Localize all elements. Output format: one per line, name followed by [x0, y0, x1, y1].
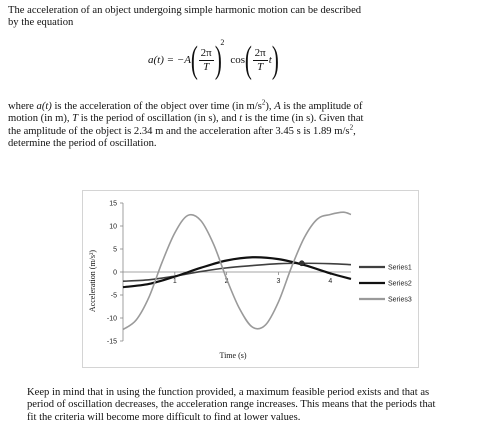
- legend-label-2: Series2: [388, 281, 412, 288]
- where-text: T: [72, 113, 79, 125]
- y-tick-label: 5: [113, 247, 117, 254]
- chart-svg: 15 10 5 0 -5 -10 -15 1 2 3 4 Series1 Series2 Series3…: [88, 201, 412, 361]
- y-tick-label: -15: [107, 339, 117, 346]
- paren-close-1: ): [214, 39, 222, 81]
- y-tick-label: 10: [109, 224, 117, 231]
- x-tick-label: 4: [328, 278, 332, 285]
- where-text: a(t): [36, 101, 52, 112]
- x-tick-label: 3: [277, 278, 281, 285]
- paren-open-2: (: [244, 39, 252, 81]
- x-axis-label: Time (s): [219, 351, 246, 360]
- definitions-paragraph: where a(t) is the acceleration of the ob…: [8, 98, 480, 151]
- superscript: 2: [261, 98, 266, 107]
- fraction-2: 2π T: [252, 46, 268, 74]
- acceleration-equation: a(t) = −A ( 2π T ) 2 cos ( 2π T t ): [148, 32, 279, 88]
- y-axis-label: Acceleration (m/s²): [88, 250, 97, 312]
- series-line-1: [122, 262, 352, 282]
- y-tick-label: -10: [107, 316, 117, 323]
- acceleration-chart: 15 10 5 0 -5 -10 -15 1 2 3 4 Series1 Series2 Series3…: [82, 190, 419, 368]
- where-text: determine the period of oscillation.: [8, 138, 157, 150]
- equation-cos: cos: [230, 54, 245, 66]
- where-text: ,: [353, 125, 356, 137]
- y-tick-label: 15: [109, 201, 117, 208]
- y-tick-label: -5: [111, 293, 117, 300]
- intro-line-2: by the equation: [8, 17, 74, 29]
- where-text: A: [274, 101, 281, 112]
- where-text: is the acceleration of the object over t…: [51, 101, 262, 112]
- where-text: t: [239, 113, 243, 125]
- where-text: is the period of oscillation (in s), and: [78, 113, 240, 125]
- fraction-2-denominator: T: [257, 60, 264, 73]
- intro-line-1: The acceleration of an object undergoing…: [8, 5, 362, 16]
- intro-paragraph: The acceleration of an object undergoing…: [8, 5, 478, 30]
- fraction-1-denominator: T: [203, 60, 210, 73]
- where-text: is the amplitude of: [280, 101, 363, 112]
- where-text: where: [8, 101, 37, 112]
- x-tick-label: 2: [225, 278, 229, 285]
- equation-variable: t: [268, 54, 272, 66]
- note-line-1: Keep in mind that in using the function …: [27, 387, 430, 398]
- where-text: the amplitude of the object is 2.34 m an…: [8, 125, 350, 137]
- intersection-point: [298, 260, 305, 267]
- note-paragraph: Keep in mind that in using the function …: [27, 387, 479, 424]
- note-line-3: fit the criteria will become more diffic…: [27, 411, 301, 423]
- legend-label-1: Series1: [388, 265, 412, 272]
- equation-exponent: 2: [220, 38, 225, 47]
- x-tick-label: 1: [173, 278, 177, 285]
- paren-close-2: ): [271, 39, 279, 81]
- where-text: is the time (in s). Given that: [242, 113, 364, 125]
- superscript: 2: [349, 123, 354, 132]
- paren-open-1: (: [190, 39, 198, 81]
- equation-lhs: a(t) = −A: [148, 54, 191, 66]
- y-tick-label: 0: [113, 270, 117, 277]
- note-line-2: period of oscillation decreases, the acc…: [27, 399, 436, 411]
- where-text: ),: [265, 101, 275, 112]
- fraction-1-numerator: 2π: [198, 46, 214, 61]
- where-text: motion (in m),: [8, 113, 73, 125]
- fraction-1: 2π T: [198, 46, 214, 74]
- legend-label-3: Series3: [388, 297, 412, 304]
- series-line-2: [122, 256, 352, 289]
- fraction-2-numerator: 2π: [252, 46, 268, 61]
- series-line-3: [122, 211, 352, 331]
